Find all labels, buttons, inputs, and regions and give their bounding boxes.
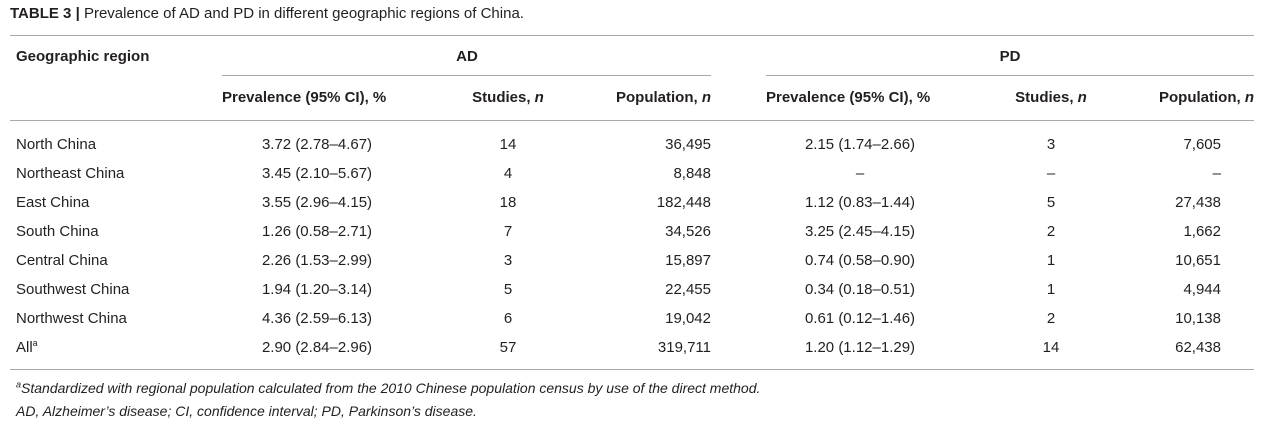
- header-pd-population-label: Population,: [1159, 89, 1245, 106]
- ad-studies-cell: 3: [503, 252, 513, 269]
- region-cell: East China: [16, 194, 90, 211]
- pd-studies-cell: 1: [1046, 252, 1056, 269]
- header-pd-studies-n: n: [1077, 89, 1087, 106]
- header-pd-population: Population, n: [1159, 89, 1254, 107]
- region-cell: Southwest China: [16, 281, 130, 298]
- header-ad-population-label: Population,: [616, 89, 702, 106]
- pd-studies-cell: 5: [1046, 194, 1056, 211]
- footnote-marker: a: [32, 338, 38, 348]
- region-cell-label: All: [16, 339, 33, 356]
- ad-population-cell: 34,526: [665, 223, 711, 240]
- header-pd-studies: Studies, n: [1015, 89, 1087, 107]
- header-ad-studies: Studies, n: [472, 89, 544, 107]
- ad-prevalence-cell: 1.94 (1.20–3.14): [261, 281, 373, 298]
- ad-population-cell: 22,455: [665, 281, 711, 298]
- footnote-a-marker: a: [16, 379, 22, 390]
- pd-population-cell: 27,438: [1175, 194, 1221, 211]
- pd-group-rule: [766, 75, 1254, 76]
- ad-prevalence-cell: 2.26 (1.53–2.99): [261, 252, 373, 269]
- ad-group-rule: [222, 75, 711, 76]
- pd-prevalence-cell: 1.20 (1.12–1.29): [804, 339, 916, 356]
- footnote-a-text: Standardized with regional population ca…: [21, 380, 761, 396]
- header-pd-prevalence: Prevalence (95% CI), %: [766, 89, 931, 106]
- ad-population-cell: 36,495: [665, 136, 711, 153]
- pd-studies-cell: 2: [1046, 223, 1056, 240]
- pd-population-cell: 10,138: [1175, 310, 1221, 327]
- header-ad-population-n: n: [701, 89, 711, 106]
- ad-studies-cell: 7: [503, 223, 513, 240]
- ad-population-cell: 8,848: [673, 165, 711, 182]
- header-pd-studies-label: Studies,: [1015, 89, 1078, 106]
- pd-population-cell: 7,605: [1183, 136, 1221, 153]
- pd-studies-cell: 2: [1046, 310, 1056, 327]
- ad-population-cell: 182,448: [656, 194, 711, 211]
- table-row: Central China 2.26 (1.53–2.99) 3 15,897 …: [0, 252, 1268, 281]
- ad-population-cell: 19,042: [665, 310, 711, 327]
- region-cell: Northeast China: [16, 165, 125, 182]
- table-row: Southwest China 1.94 (1.20–3.14) 5 22,45…: [0, 281, 1268, 310]
- ad-studies-cell: 57: [499, 339, 517, 356]
- header-ad-population: Population, n: [616, 89, 711, 107]
- pd-population-cell: 1,662: [1183, 223, 1221, 240]
- pd-prevalence-cell: 0.61 (0.12–1.46): [804, 310, 916, 327]
- pd-prevalence-cell: 1.12 (0.83–1.44): [804, 194, 916, 211]
- table-row: Northeast China 3.45 (2.10–5.67) 4 8,848…: [0, 165, 1268, 194]
- ad-population-cell: 15,897: [665, 252, 711, 269]
- table-row: South China 1.26 (0.58–2.71) 7 34,526 3.…: [0, 223, 1268, 252]
- caption-separator: |: [75, 5, 80, 22]
- header-ad-prevalence: Prevalence (95% CI), %: [222, 89, 387, 106]
- header-geographic-region: Geographic region: [16, 48, 150, 65]
- table-bottom-rule: [10, 369, 1254, 370]
- ad-studies-cell: 14: [499, 136, 517, 153]
- pd-population-cell: 62,438: [1175, 339, 1221, 356]
- ad-studies-cell: 4: [503, 165, 513, 182]
- pd-prevalence-cell: 2.15 (1.74–2.66): [804, 136, 916, 153]
- ad-prevalence-cell: 3.55 (2.96–4.15): [261, 194, 373, 211]
- ad-prevalence-cell: 2.90 (2.84–2.96): [261, 339, 373, 356]
- header-bottom-rule: [10, 120, 1254, 121]
- pd-studies-cell: 14: [1042, 339, 1060, 356]
- pd-population-cell: 4,944: [1183, 281, 1221, 298]
- region-cell: Central China: [16, 252, 108, 269]
- pd-studies-cell: –: [1046, 165, 1056, 182]
- header-group-ad: AD: [456, 48, 478, 65]
- region-cell: Alla: [16, 339, 38, 357]
- pd-population-cell: –: [1212, 165, 1221, 182]
- header-group-pd: PD: [999, 48, 1021, 65]
- pd-studies-cell: 3: [1046, 136, 1056, 153]
- table-row: Alla 2.90 (2.84–2.96) 57 319,711 1.20 (1…: [0, 339, 1268, 368]
- footnote-abbreviations: AD, Alzheimer’s disease; CI, confidence …: [16, 403, 477, 419]
- pd-population-cell: 10,651: [1175, 252, 1221, 269]
- footnote-a: aStandardized with regional population c…: [16, 379, 760, 397]
- table-caption: TABLE 3 | Prevalence of AD and PD in dif…: [10, 5, 524, 23]
- pd-studies-cell: 1: [1046, 281, 1056, 298]
- ad-studies-cell: 18: [499, 194, 517, 211]
- caption-text: Prevalence of AD and PD in different geo…: [83, 5, 524, 22]
- region-cell: Northwest China: [16, 310, 127, 327]
- pd-prevalence-cell: 0.34 (0.18–0.51): [804, 281, 916, 298]
- ad-prevalence-cell: 4.36 (2.59–6.13): [261, 310, 373, 327]
- table-label: TABLE 3: [10, 5, 72, 22]
- header-ad-studies-label: Studies,: [472, 89, 535, 106]
- table-row: North China 3.72 (2.78–4.67) 14 36,495 2…: [0, 136, 1268, 165]
- pd-prevalence-cell: 0.74 (0.58–0.90): [804, 252, 916, 269]
- ad-prevalence-cell: 3.45 (2.10–5.67): [261, 165, 373, 182]
- header-pd-population-n: n: [1244, 89, 1254, 106]
- table-row: Northwest China 4.36 (2.59–6.13) 6 19,04…: [0, 310, 1268, 339]
- top-rule: [10, 35, 1254, 36]
- header-ad-studies-n: n: [534, 89, 544, 106]
- pd-prevalence-cell: 3.25 (2.45–4.15): [804, 223, 916, 240]
- ad-prevalence-cell: 1.26 (0.58–2.71): [261, 223, 373, 240]
- ad-studies-cell: 6: [503, 310, 513, 327]
- ad-studies-cell: 5: [503, 281, 513, 298]
- region-cell: North China: [16, 136, 97, 153]
- table-row: East China 3.55 (2.96–4.15) 18 182,448 1…: [0, 194, 1268, 223]
- ad-prevalence-cell: 3.72 (2.78–4.67): [261, 136, 373, 153]
- ad-population-cell: 319,711: [657, 339, 711, 356]
- region-cell: South China: [16, 223, 99, 240]
- pd-prevalence-cell: –: [855, 165, 865, 182]
